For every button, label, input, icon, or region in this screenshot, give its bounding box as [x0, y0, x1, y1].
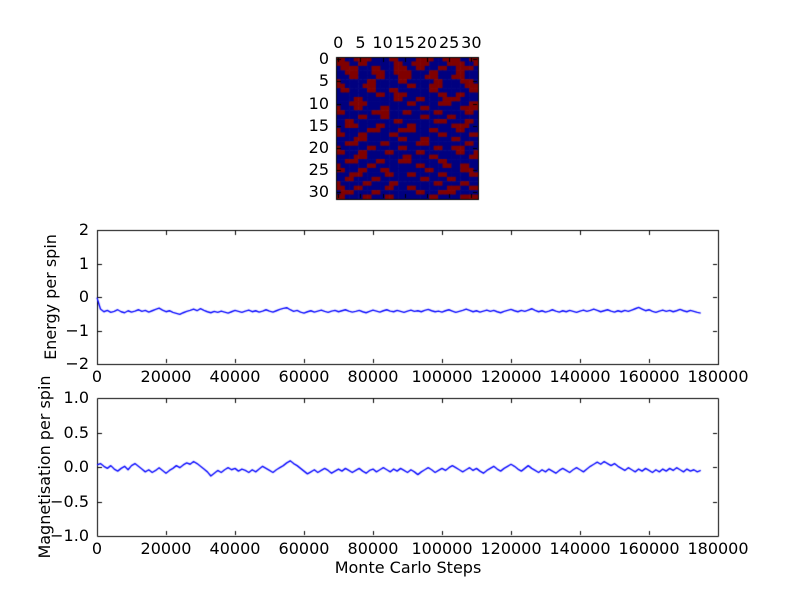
tick-label: −1 [65, 320, 89, 340]
energy-plot [97, 230, 718, 364]
tick-label: 80000 [347, 539, 399, 558]
tick-label: 160000 [618, 539, 680, 558]
tick-label: 0.5 [63, 422, 89, 442]
tick-label: 0 [318, 49, 329, 69]
tick-label: 0 [78, 287, 89, 306]
tick-label: 100000 [411, 367, 473, 386]
x-axis-label: Monte Carlo Steps [334, 558, 482, 577]
tick-label: 20 [308, 137, 329, 157]
energy-y-axis-label: Energy per spin [41, 234, 60, 360]
tick-label: 140000 [549, 539, 611, 558]
magnetisation-plot [97, 398, 718, 536]
tick-label: 30 [308, 182, 329, 202]
tick-label: 5 [318, 71, 329, 91]
tick-label: 25 [438, 33, 460, 52]
tick-label: 0 [91, 539, 103, 558]
tick-label: 15 [394, 33, 415, 52]
tick-label: 2 [78, 220, 89, 239]
tick-label: 60000 [278, 539, 330, 558]
tick-label: 180000 [687, 367, 749, 386]
tick-label: 100000 [411, 539, 473, 558]
tick-label: 80000 [347, 367, 399, 386]
tick-label: 1.0 [63, 388, 89, 407]
tick-label: 30 [461, 33, 482, 52]
tick-label: 20000 [140, 539, 192, 558]
tick-label: 180000 [687, 539, 749, 558]
tick-label: 20000 [140, 367, 192, 386]
tick-label: 0 [91, 367, 103, 386]
tick-label: 10 [372, 33, 393, 52]
tick-label: 120000 [480, 539, 542, 558]
tick-label: 15 [308, 115, 329, 135]
tick-label: 40000 [209, 539, 261, 558]
tick-label: 20 [416, 33, 438, 52]
tick-label: 0 [333, 33, 344, 52]
tick-label: 5 [355, 33, 366, 52]
tick-label: −1.0 [50, 526, 89, 545]
tick-label: 160000 [618, 367, 680, 386]
tick-label: 10 [308, 93, 329, 113]
tick-label: 120000 [480, 367, 542, 386]
tick-label: 140000 [549, 367, 611, 386]
tick-label: −0.5 [50, 491, 89, 511]
spin-lattice-heatmap [336, 57, 478, 199]
tick-label: −2 [65, 354, 89, 373]
tick-label: 60000 [278, 367, 330, 386]
tick-label: 1 [78, 253, 89, 273]
tick-label: 40000 [209, 367, 261, 386]
tick-label: 25 [308, 160, 329, 180]
tick-label: 0.0 [63, 457, 89, 476]
